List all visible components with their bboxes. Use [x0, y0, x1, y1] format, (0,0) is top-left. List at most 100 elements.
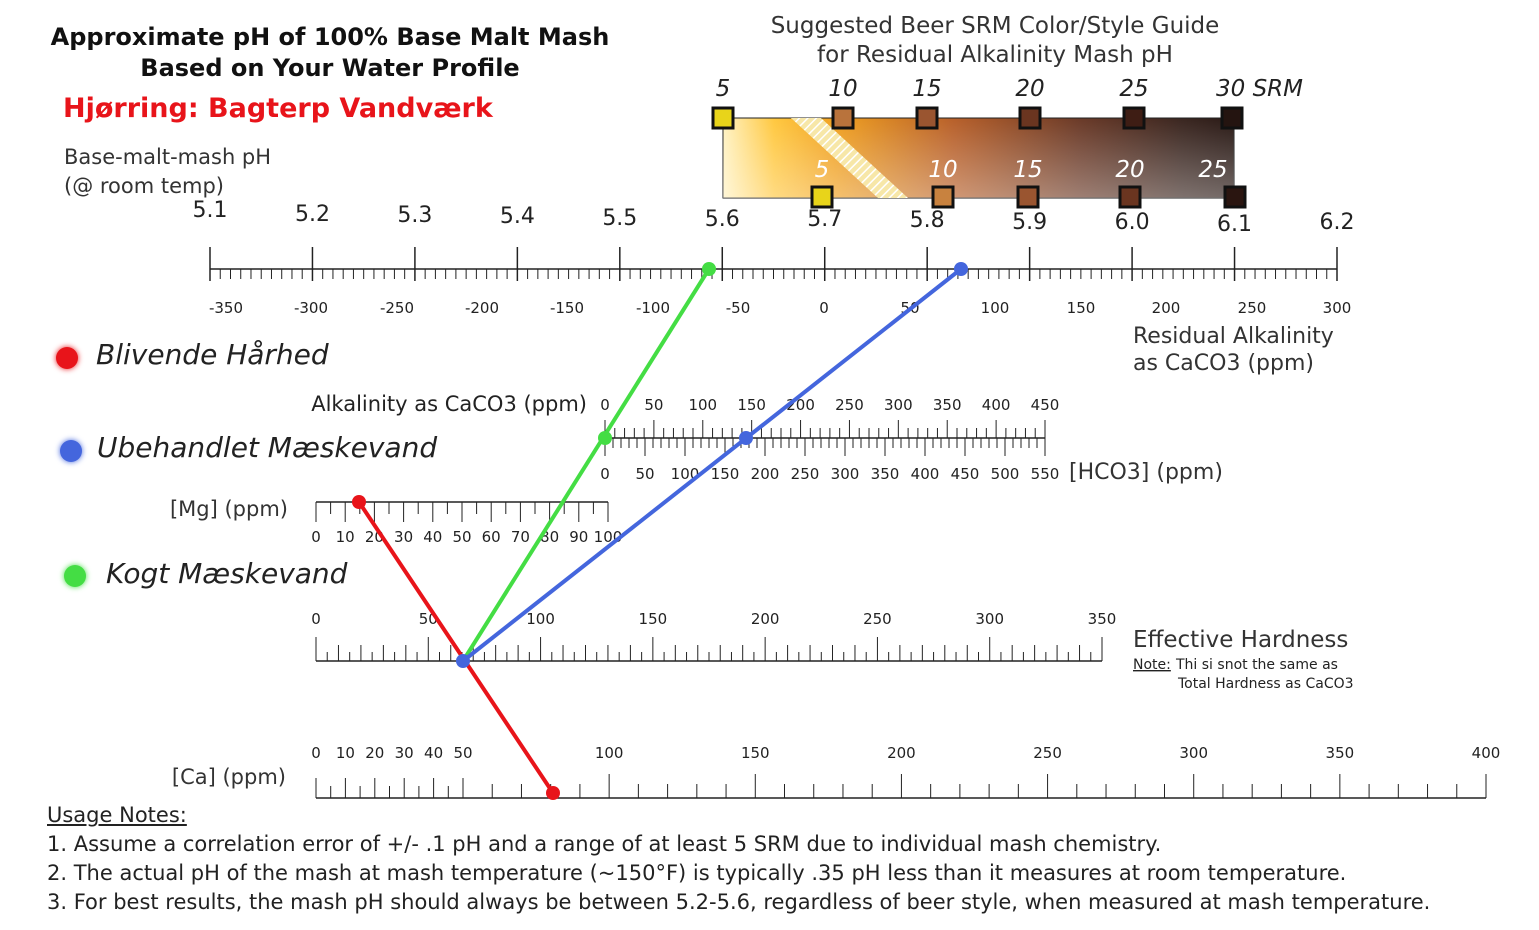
effective-hardness-tick-label: 150: [639, 610, 668, 628]
calcium-tick-label: 200: [887, 744, 916, 762]
hco3-tick-label: 550: [1031, 465, 1060, 483]
ph-tick-label: 5.5: [602, 206, 637, 231]
ph-tick-label: 5.4: [500, 204, 535, 229]
ra-tick-label: 0: [819, 299, 829, 317]
alkalinity-tick-label: 50: [644, 396, 663, 414]
ra-tick-label: -150: [550, 299, 584, 317]
calcium-tick-label: 350: [1326, 744, 1355, 762]
alkalinity-axis-label: Alkalinity as CaCO3 (ppm): [311, 392, 587, 416]
calcium-tick-label: 50: [453, 744, 472, 762]
ra-axis-label-line-2: as CaCO3 (ppm): [1133, 351, 1314, 376]
effective-hardness-label: Effective Hardness: [1133, 627, 1348, 653]
srm-bottom-label: 15: [1013, 157, 1042, 183]
magnesium-tick-label: 70: [511, 528, 530, 546]
ra-tick-label: -50: [726, 299, 751, 317]
ra-tick-label: 150: [1067, 299, 1096, 317]
magnesium-tick-label: 50: [452, 528, 471, 546]
ra-tick-label: 100: [981, 299, 1010, 317]
hco3-tick-label: 400: [911, 465, 940, 483]
usage-note-1: 1. Assume a correlation error of +/- .1 …: [47, 832, 1162, 856]
ra-tick-label: -100: [636, 299, 670, 317]
hco3-tick-label: 450: [951, 465, 980, 483]
hco3-tick-label: 300: [831, 465, 860, 483]
magnesium-tick-label: 40: [423, 528, 442, 546]
effective-hardness-note-line-2: Total Hardness as CaCO3: [1177, 676, 1354, 692]
hco3-tick-label: 500: [991, 465, 1020, 483]
calcium-tick-label: 20: [365, 744, 384, 762]
ra-axis-label-line-1: Residual Alkalinity: [1133, 324, 1334, 349]
srm-bottom-marker: 10: [928, 157, 958, 209]
title-line-1: Approximate pH of 100% Base Malt Mash: [50, 23, 610, 51]
alkalinity-tick-label: 300: [884, 396, 913, 414]
ra-tick-label: -200: [465, 299, 499, 317]
ph-tick-label: 5.3: [397, 203, 432, 228]
legend-label-permanent-hardness: Blivende Hårhed: [96, 338, 329, 371]
legend-label-untreated-water: Ubehandlet Mæskevand: [97, 431, 438, 464]
srm-top-marker: 20: [1015, 76, 1045, 130]
hco3-tick-label: 150: [711, 465, 740, 483]
srm-guide-title-line-1: Suggested Beer SRM Color/Style Guide: [770, 13, 1220, 39]
ra-tick-label: 300: [1323, 299, 1352, 317]
calcium-tick-label: 100: [595, 744, 624, 762]
ph-tick-label: 6.2: [1320, 210, 1355, 235]
ph-tick-label: 5.9: [1012, 210, 1047, 235]
effective-hardness-note-prefix: Note:: [1133, 657, 1171, 673]
srm-bottom-markers: 5 10 15 20 25: [810, 157, 1247, 209]
effective-hardness-note-line-1: Thi si snot the same as: [1175, 657, 1338, 673]
srm-top-label: 5: [716, 76, 731, 102]
srm-top-marker: 25: [1119, 76, 1149, 130]
srm-top-marker: 10: [828, 76, 858, 130]
alkalinity-tick-label: 0: [600, 396, 610, 414]
alkalinity-tick-label: 450: [1031, 396, 1060, 414]
calcium-axis-label: [Ca] (ppm): [172, 765, 286, 789]
usage-notes: Usage Notes: 1. Assume a correlation err…: [47, 801, 1430, 917]
calcium-tick-label: 150: [741, 744, 770, 762]
srm-guide-title: Suggested Beer SRM Color/Style Guide for…: [740, 12, 1250, 70]
effective-hardness-tick-label: 300: [975, 610, 1004, 628]
ra-tick-label: -250: [380, 299, 414, 317]
srm-bottom-marker: 15: [1013, 157, 1043, 209]
effective-hardness-tick-label: 0: [311, 610, 321, 628]
ra-tick-label: -300: [294, 299, 328, 317]
usage-note-2: 2. The actual pH of the mash at mash tem…: [47, 861, 1347, 885]
alkalinity-tick-label: 100: [688, 396, 717, 414]
alkalinity-tick-label: 250: [835, 396, 864, 414]
srm-top-label: 30 SRM: [1216, 76, 1303, 102]
effective-hardness-tick-label: 200: [751, 610, 780, 628]
ph-ra-axis: 5.1 5.2 5.3 5.4 5.5 5.6 5.7 5.8 5.9 6.0 6.1 6.2 -350…: [193, 198, 1355, 317]
alkalinity-tick-label: 400: [982, 396, 1011, 414]
srm-top-label: 10: [828, 76, 857, 102]
magnesium-tick-label: 30: [394, 528, 413, 546]
location-label: Hjørring: Bagterp Vandværk: [63, 93, 493, 124]
chart-title: Approximate pH of 100% Base Malt Mash Ba…: [40, 22, 620, 84]
calcium-tick-label: 10: [336, 744, 355, 762]
magnesium-tick-label: 90: [569, 528, 588, 546]
legend-dot-boiled-water: [64, 565, 86, 587]
calcium-tick-label: 300: [1179, 744, 1208, 762]
ph-axis-label-line-2: (@ room temp): [64, 174, 225, 198]
ra-tick-label: -350: [209, 299, 243, 317]
srm-color-band-fade: [723, 118, 1234, 198]
calcium-tick-label: 400: [1472, 744, 1501, 762]
srm-top-label: 15: [912, 76, 941, 102]
srm-bottom-marker: 20: [1115, 157, 1145, 209]
srm-guide-title-line-2: for Residual Alkalinity Mash pH: [817, 42, 1173, 68]
magnesium-axis: 0 10 20 30 40 50 60 70 80 90 100: [311, 501, 622, 546]
srm-top-label: 20: [1015, 76, 1044, 102]
effective-hardness-tick-label: 100: [526, 610, 555, 628]
srm-top-marker: 15: [912, 76, 942, 130]
ph-tick-label: 5.8: [910, 208, 945, 233]
ph-tick-label: 6.1: [1217, 212, 1252, 237]
ph-tick-label: 5.2: [295, 202, 330, 227]
hco3-tick-label: 250: [791, 465, 820, 483]
usage-notes-heading: Usage Notes:: [47, 803, 187, 827]
srm-top-markers: 5 10 15 20 25 30 SRM: [711, 76, 1303, 130]
srm-hatch-band: [791, 118, 908, 198]
srm-bottom-label: 20: [1115, 157, 1144, 183]
alkalinity-tick-label: 150: [737, 396, 766, 414]
ph-tick-label: 6.0: [1115, 210, 1150, 235]
line-untreated-water: [456, 262, 968, 668]
srm-bottom-label: 5: [815, 157, 830, 183]
srm-bottom-marker: 25: [1198, 157, 1247, 209]
